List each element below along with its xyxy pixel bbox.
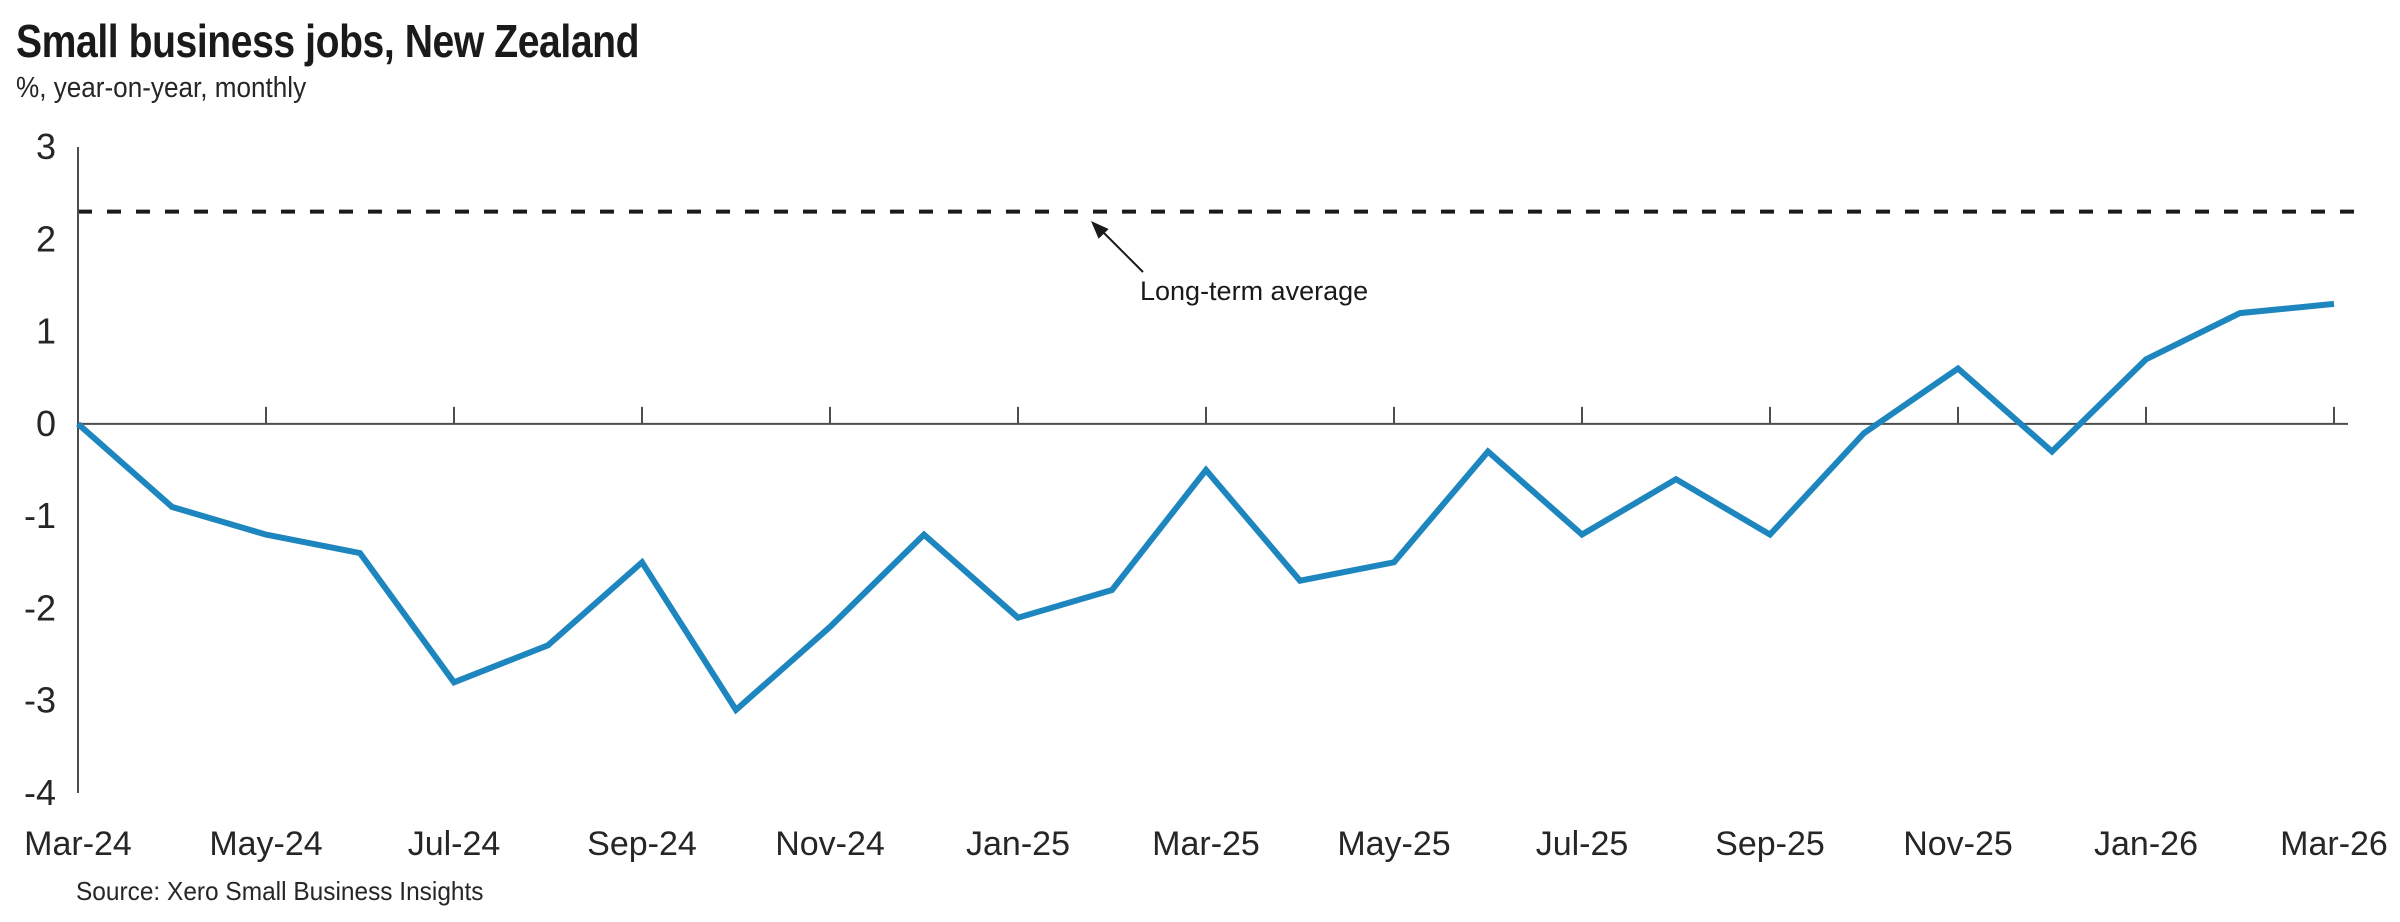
x-axis-label: Jul-25: [1536, 825, 1629, 863]
y-axis-label: 0: [36, 403, 56, 444]
annotation-arrow-head: [1091, 221, 1109, 239]
x-axis-label: Sep-24: [587, 825, 697, 863]
chart-subtitle: %, year-on-year, monthly: [16, 72, 307, 104]
y-axis-label: -1: [24, 495, 56, 536]
x-axis-label: Jul-24: [408, 825, 501, 863]
x-axis-label: May-24: [209, 825, 322, 863]
y-axis-label: -3: [24, 680, 56, 721]
x-axis-label: Jan-26: [2094, 825, 2198, 863]
source-note: Source: Xero Small Business Insights: [76, 876, 484, 906]
x-axis-label: Nov-25: [1903, 825, 2013, 863]
reference-line-label: Long-term average: [1140, 276, 1369, 306]
x-axis-label: May-25: [1337, 825, 1450, 863]
y-axis-label: -2: [24, 587, 56, 628]
jobs-growth-line-series: [76, 300, 2335, 715]
x-axis-label: Jan-25: [966, 825, 1070, 863]
x-axis-label: Mar-26: [2280, 825, 2388, 863]
x-axis-label: Sep-25: [1715, 825, 1825, 863]
annotation-arrow-line: [1099, 228, 1144, 273]
x-axis-label: Mar-25: [1152, 825, 1260, 863]
x-axis-label: Mar-24: [24, 825, 132, 863]
chart-title: Small business jobs, New Zealand: [16, 15, 640, 67]
y-axis-label: 1: [36, 311, 56, 352]
x-axis-label: Nov-24: [775, 825, 885, 863]
y-axis-label: 3: [36, 126, 56, 167]
y-axis-label: -4: [24, 772, 56, 813]
y-axis-label: 2: [36, 218, 56, 259]
